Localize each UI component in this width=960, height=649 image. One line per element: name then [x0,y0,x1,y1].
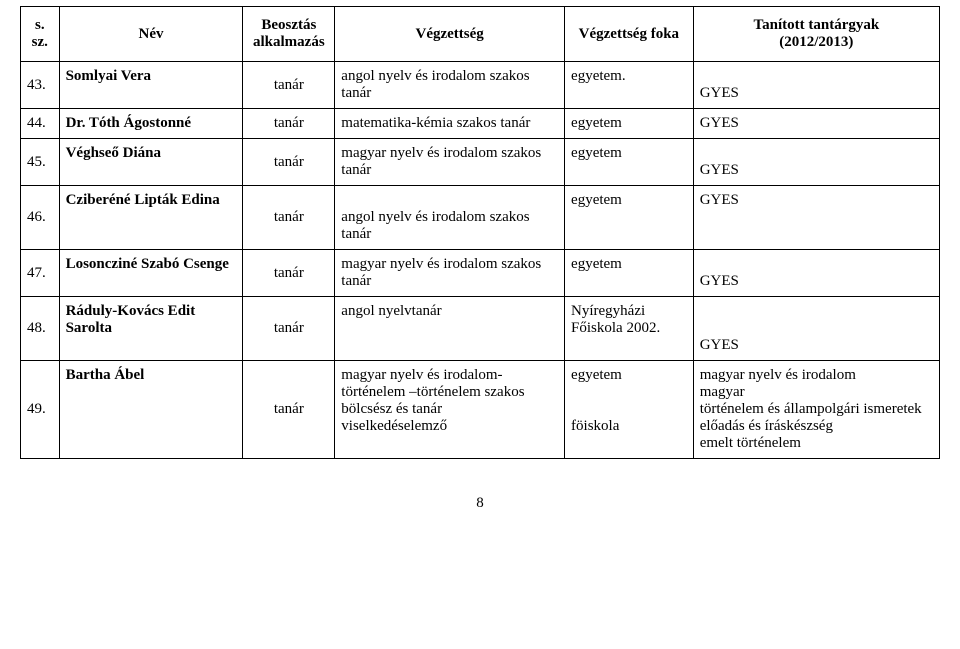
name-text: Somlyai Vera [66,68,151,84]
cell-name: Somlyai Vera [59,62,243,109]
deg-text-2: föiskola [571,418,619,434]
name-text: Véghseő Diána [66,145,161,161]
cell-qual: angol nyelv és irodalom szakos tanár [335,62,565,109]
page-container: s. sz. Név Beosztás alkalmazás Végzettsé… [0,0,960,512]
table-row: 47. Losoncziné Szabó Csenge tanár magyar… [21,250,940,297]
table-row: 45. Véghseő Diána tanár magyar nyelv és … [21,139,940,186]
cell-num: 48. [21,297,60,361]
header-beosztas: Beosztás alkalmazás [243,7,335,62]
cell-subj: GYES [693,62,939,109]
subj-text-3: történelem és állampolgári ismeretek [700,401,922,417]
cell-name: Dr. Tóth Ágostonné [59,109,243,139]
header-label: Tanított tantárgyak [753,17,879,33]
subj-text: GYES [700,337,739,353]
subj-text: GYES [700,162,739,178]
header-label: Név [138,26,163,42]
cell-num: 44. [21,109,60,139]
cell-deg: egyetem [565,186,694,250]
cell-name: Cziberéné Lipták Edina [59,186,243,250]
table-row: 43. Somlyai Vera tanár angol nyelv és ir… [21,62,940,109]
name-text: Losoncziné Szabó Csenge [66,256,229,272]
header-label: Végzettség [416,26,484,42]
cell-deg: egyetem [565,109,694,139]
header-tantargyak: Tanított tantárgyak (2012/2013) [693,7,939,62]
subj-text-5: emelt történelem [700,435,801,451]
cell-qual: angol nyelv és irodalom szakos tanár [335,186,565,250]
cell-deg: egyetem [565,139,694,186]
table-row: 49. Bartha Ábel tanár magyar nyelv és ir… [21,361,940,459]
subj-text: GYES [700,273,739,289]
subj-text: GYES [700,85,739,101]
cell-deg: Nyíregyházi Főiskola 2002. [565,297,694,361]
cell-name: Losoncziné Szabó Csenge [59,250,243,297]
staff-table: s. sz. Név Beosztás alkalmazás Végzettsé… [20,6,940,459]
header-foka: Végzettség foka [565,7,694,62]
cell-pos: tanár [243,250,335,297]
cell-name: Ráduly-Kovács Edit Sarolta [59,297,243,361]
name-text: Cziberéné Lipták Edina [66,192,220,208]
cell-pos: tanár [243,139,335,186]
cell-pos: tanár [243,297,335,361]
cell-deg: egyetem. [565,62,694,109]
cell-name: Bartha Ábel [59,361,243,459]
subj-text-4: előadás és íráskészség [700,418,833,434]
header-label: Végzettség foka [579,26,679,42]
cell-num: 45. [21,139,60,186]
table-row: 44. Dr. Tóth Ágostonné tanár matematika-… [21,109,940,139]
cell-pos: tanár [243,109,335,139]
cell-pos: tanár [243,186,335,250]
cell-deg: egyetem [565,250,694,297]
cell-subj: GYES [693,139,939,186]
cell-num: 43. [21,62,60,109]
cell-subj: GYES [693,250,939,297]
cell-name: Véghseő Diána [59,139,243,186]
cell-num: 47. [21,250,60,297]
cell-qual: magyar nyelv és irodalom-történelem –tör… [335,361,565,459]
cell-qual: magyar nyelv és irodalom szakos tanár [335,139,565,186]
name-text: Dr. Tóth Ágostonné [66,115,191,131]
cell-pos: tanár [243,62,335,109]
cell-qual: magyar nyelv és irodalom szakos tanár [335,250,565,297]
qual-text-1: magyar nyelv és irodalom-történelem –tör… [341,367,524,417]
subj-text-2: magyar [700,384,745,400]
cell-subj: GYES [693,109,939,139]
header-label: s. [35,17,45,33]
deg-text-1: egyetem [571,367,622,383]
subj-text-1: magyar nyelv és irodalom [700,367,856,383]
cell-qual: matematika-kémia szakos tanár [335,109,565,139]
cell-pos: tanár [243,361,335,459]
header-sorszam: s. sz. [21,7,60,62]
cell-num: 49. [21,361,60,459]
header-vegzettseg: Végzettség [335,7,565,62]
table-row: 48. Ráduly-Kovács Edit Sarolta tanár ang… [21,297,940,361]
cell-num: 46. [21,186,60,250]
qual-text: angol nyelv és irodalom szakos tanár [341,209,529,242]
header-label: sz. [32,34,48,50]
cell-subj: GYES [693,186,939,250]
table-row: 46. Cziberéné Lipták Edina tanár angol n… [21,186,940,250]
page-number: 8 [20,495,940,512]
cell-subj: magyar nyelv és irodalom magyar történel… [693,361,939,459]
header-nev: Név [59,7,243,62]
header-label: Beosztás [261,17,316,33]
name-text: Ráduly-Kovács Edit Sarolta [66,303,196,336]
table-header-row: s. sz. Név Beosztás alkalmazás Végzettsé… [21,7,940,62]
cell-deg: egyetem föiskola [565,361,694,459]
header-label: (2012/2013) [779,34,853,50]
name-text: Bartha Ábel [66,367,145,383]
cell-subj: GYES [693,297,939,361]
cell-qual: angol nyelvtanár [335,297,565,361]
qual-text-2: viselkedéselemző [341,418,447,434]
header-label: alkalmazás [253,34,325,50]
